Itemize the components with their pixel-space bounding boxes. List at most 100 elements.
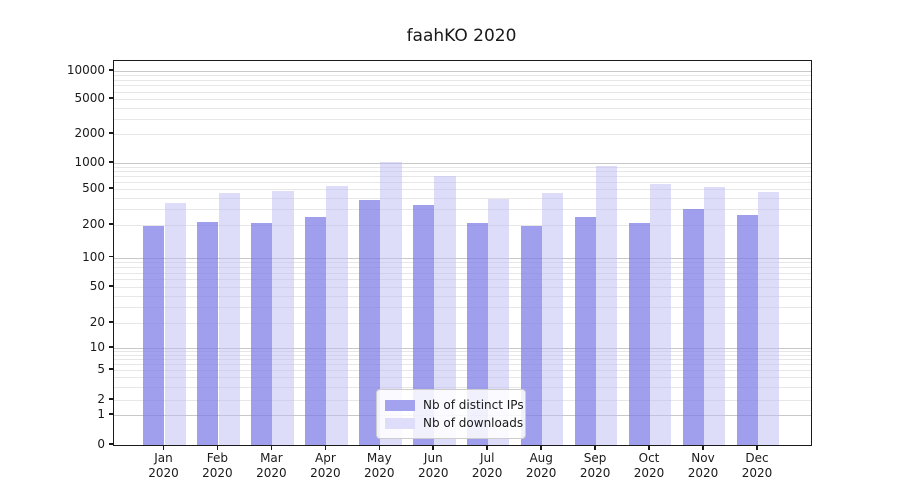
y-tick-mark bbox=[109, 187, 113, 189]
y-tick-mark bbox=[109, 443, 113, 445]
x-tick-label-jun: Jun 2020 bbox=[418, 451, 449, 480]
y-tick-label-1: 1 bbox=[97, 407, 105, 421]
x-tick-label-sep: Sep 2020 bbox=[579, 451, 611, 480]
x-tick-label-jan: Jan 2020 bbox=[148, 451, 179, 480]
bar-may-downloads bbox=[380, 162, 402, 445]
gridline bbox=[114, 75, 811, 77]
bar-jun-downloads bbox=[434, 176, 456, 445]
gridline bbox=[114, 267, 811, 268]
y-tick-label-10: 10 bbox=[89, 340, 105, 354]
bar-feb-distinct-ips bbox=[197, 222, 219, 445]
y-tick-mark bbox=[109, 398, 113, 400]
bar-feb-downloads bbox=[218, 193, 240, 445]
gridline bbox=[114, 209, 811, 211]
gridline bbox=[114, 176, 811, 178]
gridline bbox=[114, 171, 811, 173]
x-tick-mark bbox=[270, 445, 273, 450]
y-tick-label-20: 20 bbox=[89, 315, 105, 329]
y-tick-mark bbox=[109, 223, 113, 225]
bar-apr-downloads bbox=[326, 185, 348, 445]
bar-dec-downloads bbox=[758, 192, 780, 445]
x-tick-label-nov: Nov 2020 bbox=[687, 451, 719, 480]
legend-item-distinct-ips: Nb of distinct IPs bbox=[385, 396, 524, 414]
x-tick-mark bbox=[162, 445, 165, 450]
y-tick-mark bbox=[109, 97, 113, 99]
y-tick-mark bbox=[109, 368, 113, 370]
y-tick-label-1000: 1000 bbox=[74, 155, 105, 169]
x-tick-mark bbox=[648, 445, 650, 450]
bar-sep-distinct-ips bbox=[574, 217, 597, 445]
gridline bbox=[114, 134, 811, 135]
legend-swatch-downloads-icon bbox=[385, 417, 415, 429]
bar-may-distinct-ips bbox=[359, 199, 381, 445]
x-tick-mark bbox=[432, 445, 434, 450]
legend: Nb of distinct IPs Nb of downloads bbox=[376, 389, 526, 439]
y-tick-mark bbox=[109, 321, 113, 323]
y-tick-mark bbox=[109, 132, 113, 134]
bar-jan-downloads bbox=[164, 202, 186, 445]
y-tick-label-50: 50 bbox=[89, 279, 105, 293]
x-tick-mark bbox=[216, 445, 219, 450]
x-tick-label-aug: Aug 2020 bbox=[525, 451, 557, 480]
x-tick-mark bbox=[702, 445, 704, 450]
x-tick-label-dec: Dec 2020 bbox=[741, 451, 773, 480]
gridline bbox=[114, 370, 811, 371]
x-tick-mark bbox=[324, 445, 327, 450]
y-tick-mark bbox=[109, 413, 113, 415]
gridline bbox=[114, 91, 811, 93]
plot-area: Nb of distinct IPs Nb of downloads bbox=[113, 60, 812, 446]
y-tick-label-5000: 5000 bbox=[74, 91, 105, 105]
gridline bbox=[114, 295, 811, 297]
bar-dec-distinct-ips bbox=[736, 214, 758, 445]
x-tick-label-may: May 2020 bbox=[364, 451, 395, 480]
chart-title: faahKO 2020 bbox=[406, 26, 517, 46]
gridline bbox=[114, 182, 811, 184]
gridline bbox=[114, 189, 811, 190]
gridline bbox=[114, 279, 811, 281]
x-tick-mark bbox=[594, 445, 596, 450]
y-tick-label-5: 5 bbox=[97, 362, 105, 376]
gridline bbox=[114, 197, 811, 199]
gridline bbox=[114, 351, 811, 353]
bar-mar-distinct-ips bbox=[251, 223, 273, 445]
gridline bbox=[114, 85, 811, 87]
gridline bbox=[114, 377, 811, 379]
y-tick-mark bbox=[109, 255, 113, 258]
gridline bbox=[114, 71, 811, 72]
gridline bbox=[114, 307, 811, 309]
gridline bbox=[114, 359, 811, 361]
legend-label-distinct-ips: Nb of distinct IPs bbox=[423, 398, 524, 412]
y-tick-label-200: 200 bbox=[82, 217, 105, 231]
y-tick-label-0: 0 bbox=[97, 437, 105, 451]
legend-swatch-distinct-ips-icon bbox=[385, 399, 415, 411]
gridline bbox=[114, 118, 811, 120]
bar-aug-downloads bbox=[542, 192, 564, 445]
bar-jul-downloads bbox=[488, 198, 510, 445]
y-tick-label-500: 500 bbox=[82, 181, 105, 195]
bar-sep-downloads bbox=[596, 166, 618, 445]
bar-jan-distinct-ips bbox=[143, 226, 165, 445]
bar-jun-distinct-ips bbox=[412, 205, 435, 445]
gridline bbox=[114, 348, 811, 349]
x-tick-mark bbox=[540, 445, 542, 450]
x-tick-label-jul: Jul 2020 bbox=[471, 451, 503, 480]
x-tick-mark bbox=[486, 445, 488, 450]
y-tick-label-100: 100 bbox=[82, 249, 105, 264]
gridline bbox=[114, 355, 811, 357]
x-tick-label-apr: Apr 2020 bbox=[310, 451, 341, 480]
gridline bbox=[114, 323, 811, 324]
bar-aug-distinct-ips bbox=[520, 226, 543, 445]
gridline bbox=[114, 163, 811, 164]
gridline bbox=[114, 107, 811, 109]
gridline bbox=[114, 257, 811, 259]
legend-item-downloads: Nb of downloads bbox=[385, 414, 523, 432]
x-tick-mark bbox=[378, 445, 381, 450]
y-tick-mark bbox=[109, 346, 113, 348]
gridline bbox=[114, 167, 811, 168]
y-tick-label-10000: 10000 bbox=[66, 63, 105, 77]
gridline bbox=[114, 386, 811, 388]
gridline bbox=[114, 364, 811, 366]
gridline bbox=[114, 225, 811, 226]
gridline bbox=[114, 262, 811, 263]
